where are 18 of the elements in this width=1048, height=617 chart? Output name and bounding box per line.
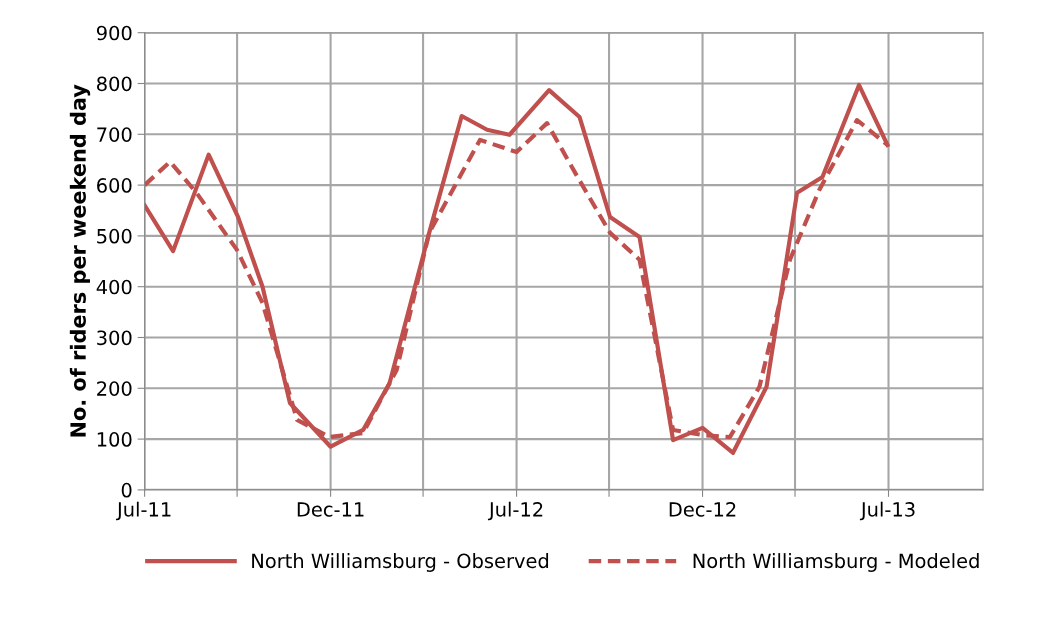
y-tick-label: 200 — [97, 381, 132, 396]
y-tick-label: 100 — [97, 432, 132, 447]
legend-label: North Williamsburg - Modeled — [693, 553, 979, 572]
x-tick-label: Jul-11 — [116, 501, 171, 521]
y-axis-title: No. of riders per weekend day — [69, 84, 91, 437]
y-tick-label: 600 — [97, 178, 132, 193]
y-tick-label: 700 — [97, 127, 132, 142]
legend-label: North Williamsburg - Observed — [252, 553, 549, 572]
x-tick-label: Jul-13 — [859, 501, 915, 521]
y-tick-label: 300 — [97, 330, 132, 346]
x-tick-label: Dec-11 — [297, 502, 364, 517]
y-tick-label: 400 — [96, 279, 132, 295]
x-tick-label: Dec-12 — [669, 502, 736, 517]
y-tick-label: 800 — [97, 76, 132, 92]
y-tick-label: 500 — [97, 228, 132, 244]
y-tick-label: 0 — [121, 482, 132, 498]
y-tick-label: 900 — [96, 25, 132, 41]
x-tick-label: Jul-12 — [487, 501, 543, 521]
